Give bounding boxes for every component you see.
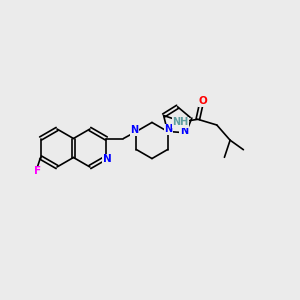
Text: N: N: [103, 154, 112, 164]
Text: O: O: [198, 96, 207, 106]
Text: N: N: [130, 125, 138, 136]
Text: NH: NH: [172, 117, 189, 127]
Text: F: F: [34, 167, 41, 176]
Text: N: N: [164, 124, 173, 134]
Text: N: N: [180, 126, 188, 136]
